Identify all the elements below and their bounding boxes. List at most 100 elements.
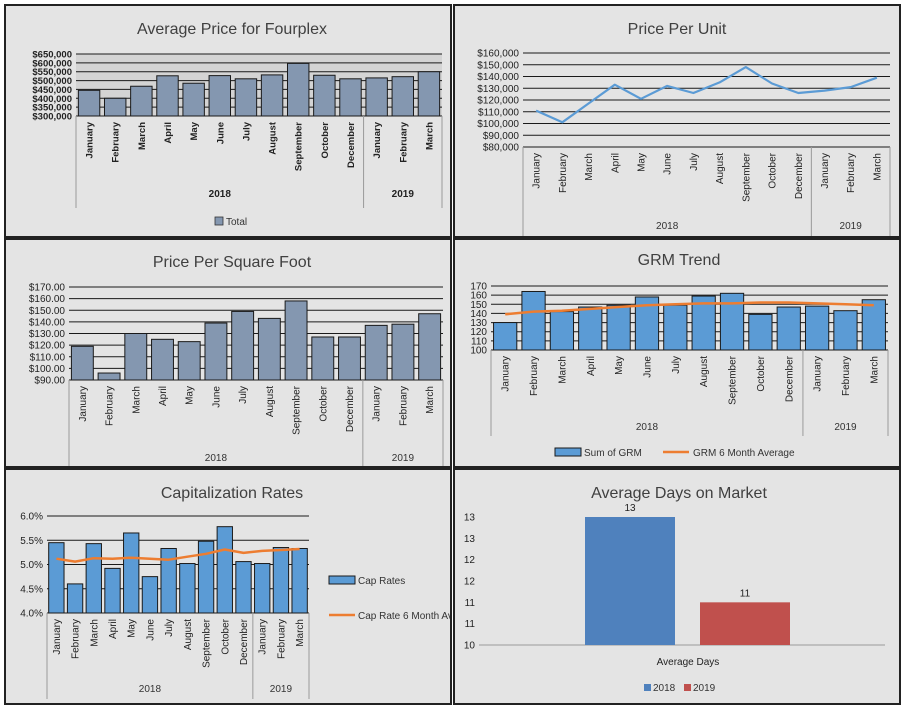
x-tick-label: February [841, 356, 852, 396]
year-group-label: 2018 [636, 422, 659, 433]
x-tick-label: March [872, 153, 883, 181]
bar [418, 313, 442, 381]
bar [197, 540, 215, 614]
x-tick-label: July [238, 386, 249, 404]
y-tick-label: $130.00 [29, 329, 66, 340]
bar [365, 77, 388, 117]
y-tick-label: $650,000 [32, 50, 72, 61]
legend-swatch [328, 575, 356, 585]
bar [151, 338, 174, 381]
y-tick-label: 12 [464, 555, 476, 566]
bar [160, 547, 177, 614]
y-tick-label: 13 [464, 534, 476, 545]
y-tick-label: 4.0% [20, 609, 43, 620]
year-group-label: 2018 [205, 453, 228, 464]
y-tick-label: 12 [464, 577, 476, 588]
legend-swatch [684, 684, 691, 691]
y-tick-label: $110,000 [478, 107, 519, 118]
x-tick-label: October [768, 152, 779, 188]
x-tick-label: March [89, 619, 100, 647]
x-tick-label: April [586, 356, 597, 376]
y-tick-label: 6.0% [20, 512, 43, 523]
x-tick-label: December [794, 152, 805, 199]
x-tick-label: June [145, 619, 156, 641]
y-tick-label: $100,000 [477, 119, 519, 130]
legend-label: Sum of GRM [584, 448, 642, 459]
x-tick-label: August [715, 153, 726, 184]
bar [578, 306, 603, 351]
y-tick-label: $550,000 [32, 67, 72, 78]
chart-title: Price Per Square Foot [153, 254, 312, 271]
bar [364, 324, 388, 381]
legend-label: 2019 [693, 683, 716, 694]
bar [286, 62, 310, 117]
chart-title: Average Price for Fourplex [137, 21, 327, 38]
x-tick-label: January [501, 356, 512, 392]
bar [861, 299, 886, 351]
x-tick-label: Average Days [657, 657, 720, 668]
x-tick-label: June [663, 153, 674, 175]
average-line [56, 547, 300, 563]
bar [70, 345, 94, 381]
x-tick-label: September [728, 355, 739, 405]
legend-label: GRM 6 Month Average [693, 448, 795, 459]
bar [235, 561, 252, 614]
x-tick-label: March [425, 386, 436, 414]
bar [493, 322, 518, 351]
legend-label: Cap Rates [358, 576, 405, 587]
x-tick-label: June [215, 122, 226, 144]
x-tick-label: September [294, 122, 305, 171]
year-group-label: 2019 [834, 422, 857, 433]
panel-price-per-sqft: Price Per Square Foot $170.00 $160.00 $150… [4, 238, 452, 468]
x-tick-label: October [756, 355, 767, 391]
bar [691, 295, 716, 351]
x-tick-label: May [614, 356, 625, 375]
x-tick-label: May [127, 619, 138, 638]
bar [204, 322, 228, 381]
y-tick-label: $140.00 [29, 317, 66, 328]
bar [85, 543, 102, 614]
x-tick-label: January [532, 153, 543, 189]
y-tick-label: $110.00 [30, 352, 66, 363]
x-tick-label: January [820, 153, 831, 189]
bar [339, 78, 362, 117]
x-tick-label: December [784, 355, 795, 402]
x-tick-label: February [71, 619, 82, 659]
chart-title: Price Per Unit [628, 21, 727, 38]
bar [284, 300, 308, 381]
y-tick-label: $90,000 [483, 131, 520, 142]
x-tick-label: September [292, 385, 303, 435]
y-tick-label: $160.00 [29, 294, 66, 305]
x-tick-label: July [689, 153, 700, 171]
x-tick-label: February [276, 619, 287, 659]
bar [338, 336, 361, 381]
x-tick-label: March [584, 153, 595, 181]
x-tick-label: February [398, 386, 409, 426]
chart-fourplex: Average Price for Fourplex $650,000$600,… [32, 21, 443, 228]
legend-label: 2018 [653, 683, 676, 694]
y-tick-label: 11 [465, 619, 476, 630]
x-tick-label: April [108, 619, 119, 639]
x-tick-label: February [111, 121, 122, 162]
bar [391, 76, 415, 117]
bar [156, 75, 179, 117]
x-tick-label: March [137, 122, 148, 150]
x-tick-label: October [220, 618, 231, 654]
bar [391, 323, 415, 381]
year-group-label: 2018 [209, 189, 232, 200]
y-tick-label: 170 [470, 282, 487, 293]
y-tick-label: 120 [470, 327, 487, 338]
bar [77, 89, 101, 117]
bar [231, 310, 255, 381]
legend-swatch [214, 216, 224, 226]
x-tick-label: March [869, 356, 880, 384]
panel-fourplex: Average Price for Fourplex $650,000 $600,… [4, 4, 452, 238]
y-tick-label: 13 [464, 513, 476, 524]
year-group-label: 2019 [840, 221, 863, 232]
y-tick-label: $150.00 [29, 306, 66, 317]
y-tick-label: $500,000 [32, 76, 72, 87]
y-tick-label: $90.00 [34, 376, 65, 387]
chart-price-per-sqft: Price Per Square Foot $170.00$160.00$150… [29, 254, 444, 466]
bar [606, 304, 631, 351]
